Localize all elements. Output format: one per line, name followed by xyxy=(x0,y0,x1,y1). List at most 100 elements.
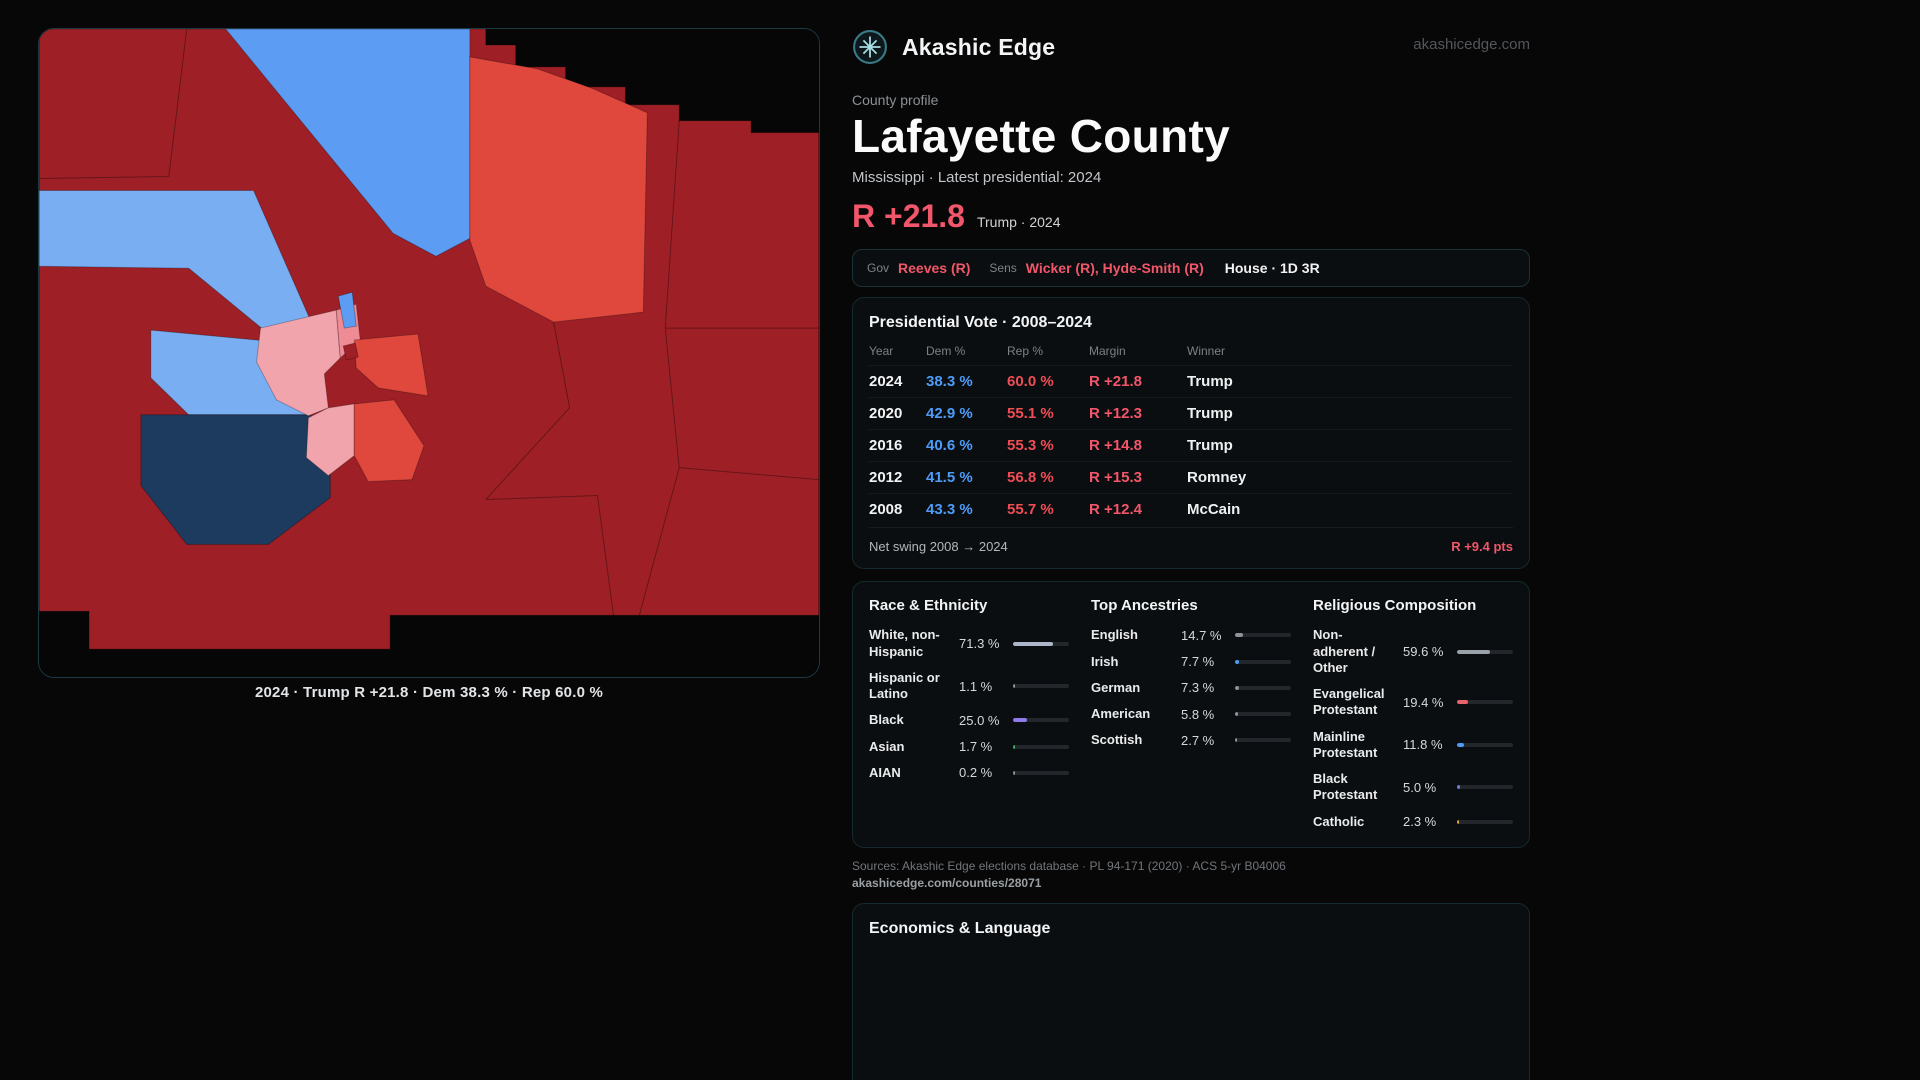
cell-winner: Romney xyxy=(1187,469,1247,487)
map-region-strong-dem[interactable] xyxy=(224,29,471,257)
cell-dem: 38.3 % xyxy=(926,373,973,391)
net-swing-label: Net swing 2008 → 2024 xyxy=(869,539,1008,555)
header: Akashic Edge akashicedge.com xyxy=(852,24,1530,70)
cell-year: 2020 xyxy=(869,405,903,423)
economics-language-title: Economics & Language xyxy=(869,919,1051,937)
religion-title: Religious Composition xyxy=(1313,597,1477,615)
demo-row: Hispanic or Latino 1.1 % xyxy=(869,665,1069,708)
economics-language-card: Economics & Language xyxy=(852,902,1530,1080)
demo-row: White, non-Hispanic 71.3 % xyxy=(869,622,1069,665)
race-ethnicity-column: Race & Ethnicity White, non-Hispanic 71.… xyxy=(869,597,1069,835)
demo-bar-fill xyxy=(1457,700,1468,705)
cell-margin: R +21.8 xyxy=(1089,373,1142,391)
demo-bar-fill xyxy=(1013,718,1027,723)
demo-bar-track xyxy=(1013,718,1069,723)
demo-label: American xyxy=(1091,706,1151,722)
sens-label: Sens xyxy=(989,261,1017,276)
demo-bar-track xyxy=(1457,700,1513,705)
demo-label: German xyxy=(1091,679,1141,695)
demo-value: 7.3 % xyxy=(1181,680,1215,696)
map-region-rep-center-a[interactable] xyxy=(353,333,429,397)
demo-label: Black xyxy=(869,712,904,728)
demo-bar-fill xyxy=(1457,785,1460,790)
sources-block: Sources: Akashic Edge elections database… xyxy=(852,858,1530,893)
demo-bar-fill xyxy=(1013,641,1053,646)
demo-bar-track xyxy=(1013,641,1069,646)
demo-row: Mainline Protestant 11.8 % xyxy=(1313,724,1513,767)
cell-rep: 55.1 % xyxy=(1007,405,1054,423)
cell-margin: R +12.3 xyxy=(1089,405,1142,423)
cell-year: 2008 xyxy=(869,501,903,519)
demo-value: 25.0 % xyxy=(959,712,1000,728)
col-margin: Margin xyxy=(1089,344,1126,359)
pres-row: 2020 42.9 % 55.1 % R +12.3 Trump xyxy=(869,397,1513,429)
cell-rep: 55.3 % xyxy=(1007,437,1054,455)
demo-bar-track xyxy=(1235,685,1291,690)
map-region-dem-sliver[interactable] xyxy=(337,291,357,329)
demo-bar-track xyxy=(1235,738,1291,743)
demo-bar-track xyxy=(1457,785,1513,790)
demo-bar-track xyxy=(1235,633,1291,638)
demo-row: Black 25.0 % xyxy=(869,707,1069,733)
demo-value: 2.7 % xyxy=(1181,732,1215,748)
demo-row: AIAN 0.2 % xyxy=(869,760,1069,786)
cell-year: 2024 xyxy=(869,373,903,391)
col-winner: Winner xyxy=(1187,344,1226,359)
cell-margin: R +12.4 xyxy=(1089,501,1142,519)
demo-row: Asian 1.7 % xyxy=(869,734,1069,760)
demo-row: Evangelical Protestant 19.4 % xyxy=(1313,681,1513,724)
cell-rep: 60.0 % xyxy=(1007,373,1054,391)
pres-row: 2024 38.3 % 60.0 % R +21.8 Trump xyxy=(869,365,1513,397)
demo-row: German 7.3 % xyxy=(1091,675,1291,701)
map-region-rep[interactable] xyxy=(469,56,648,323)
cell-dem: 41.5 % xyxy=(926,469,973,487)
demo-value: 5.0 % xyxy=(1403,779,1437,795)
cell-winner: Trump xyxy=(1187,405,1233,423)
brand-domain-link[interactable]: akashicedge.com xyxy=(1413,36,1530,53)
sources-line: Sources: Akashic Edge elections database… xyxy=(852,858,1286,873)
officials-bar: Gov Reeves (R) Sens Wicker (R), Hyde-Smi… xyxy=(852,249,1530,288)
county-map-panel[interactable] xyxy=(38,28,820,678)
demo-value: 71.3 % xyxy=(959,636,1000,652)
demo-value: 7.7 % xyxy=(1181,654,1215,670)
demo-bar-track xyxy=(1235,659,1291,664)
demo-row: Non-adherent / Other 59.6 % xyxy=(1313,622,1513,681)
subtitle: Mississippi · Latest presidential: 2024 xyxy=(852,169,1102,187)
demo-bar-fill xyxy=(1235,633,1244,638)
compass-asterisk-icon xyxy=(853,30,887,64)
gov-value: Reeves (R) xyxy=(898,260,971,277)
ancestries-column: Top Ancestries English 14.7 % Irish 7.7 … xyxy=(1091,597,1291,835)
demo-bar-track xyxy=(1013,684,1069,689)
race-ethnicity-title: Race & Ethnicity xyxy=(869,597,988,615)
brand-name: Akashic Edge xyxy=(902,33,1056,60)
cell-dem: 43.3 % xyxy=(926,501,973,519)
demo-value: 19.4 % xyxy=(1403,694,1444,710)
margin-value: R +21.8 xyxy=(852,198,965,235)
demo-bar-fill xyxy=(1457,819,1459,824)
religion-column: Religious Composition Non-adherent / Oth… xyxy=(1313,597,1513,835)
demo-value: 59.6 % xyxy=(1403,644,1444,660)
gov-label: Gov xyxy=(867,261,890,276)
demo-row: Scottish 2.7 % xyxy=(1091,727,1291,753)
map-region-rep-center-b[interactable] xyxy=(353,399,425,483)
demo-value: 2.3 % xyxy=(1403,814,1437,830)
map-caption: 2024 · Trump R +21.8 · Dem 38.3 % · Rep … xyxy=(254,684,604,701)
demo-label: Asian xyxy=(869,738,905,754)
net-swing-value: R +9.4 pts xyxy=(1451,539,1513,555)
cell-rep: 55.7 % xyxy=(1007,501,1054,519)
map-region-rep-dot[interactable] xyxy=(342,342,359,361)
demo-label: English xyxy=(1091,627,1138,643)
county-permalink[interactable]: akashicedge.com/counties/28071 xyxy=(852,876,1042,891)
demo-bar-fill xyxy=(1457,742,1464,747)
sens-value: Wicker (R), Hyde-Smith (R) xyxy=(1025,260,1204,277)
ancestries-title: Top Ancestries xyxy=(1091,597,1198,615)
demo-bar-fill xyxy=(1013,744,1015,749)
demo-bar-fill xyxy=(1235,659,1240,664)
demo-row: Catholic 2.3 % xyxy=(1313,809,1513,835)
latest-margin: R +21.8 Trump · 2024 xyxy=(852,198,1530,235)
presidential-vote-card: Presidential Vote · 2008–2024 Year Dem %… xyxy=(852,297,1530,570)
demographics-card: Race & Ethnicity White, non-Hispanic 71.… xyxy=(852,581,1530,848)
net-swing-row: Net swing 2008 → 2024 R +9.4 pts xyxy=(869,527,1513,562)
county-choropleth-map[interactable] xyxy=(39,29,819,677)
